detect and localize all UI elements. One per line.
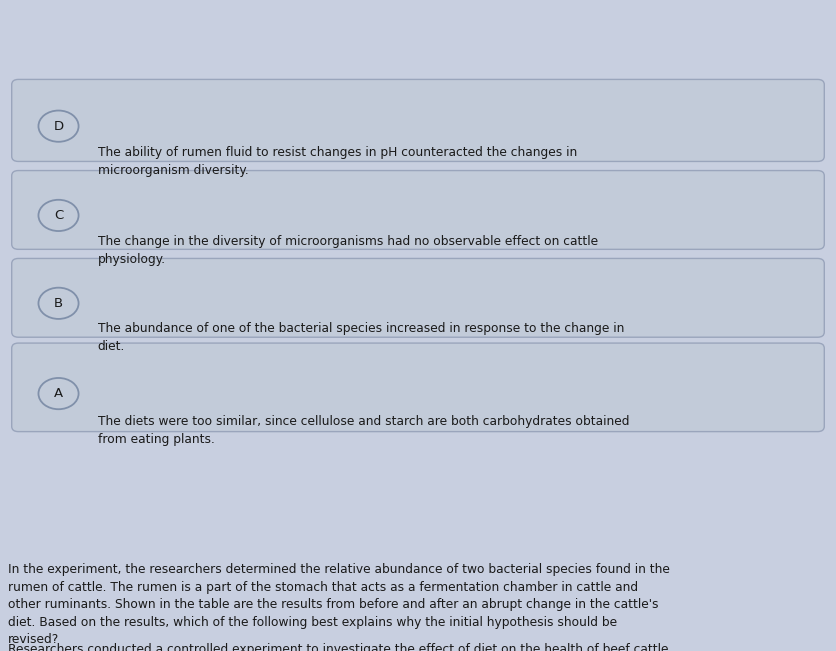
Text: A: A — [54, 387, 63, 400]
Text: D: D — [54, 120, 64, 133]
Text: C: C — [54, 209, 64, 222]
Text: The change in the diversity of microorganisms had no observable effect on cattle: The change in the diversity of microorga… — [98, 234, 598, 266]
Text: Researchers conducted a controlled experiment to investigate the effect of diet : Researchers conducted a controlled exper… — [8, 643, 673, 651]
FancyBboxPatch shape — [12, 258, 824, 337]
FancyBboxPatch shape — [12, 343, 824, 432]
Circle shape — [38, 288, 79, 319]
Text: The diets were too similar, since cellulose and starch are both carbohydrates ob: The diets were too similar, since cellul… — [98, 415, 630, 447]
Circle shape — [38, 378, 79, 409]
FancyBboxPatch shape — [12, 79, 824, 161]
Text: The ability of rumen fluid to resist changes in pH counteracted the changes in
m: The ability of rumen fluid to resist cha… — [98, 146, 577, 177]
Text: B: B — [54, 297, 63, 310]
Text: In the experiment, the researchers determined the relative abundance of two bact: In the experiment, the researchers deter… — [8, 563, 670, 646]
Text: The abundance of one of the bacterial species increased in response to the chang: The abundance of one of the bacterial sp… — [98, 322, 624, 353]
FancyBboxPatch shape — [12, 171, 824, 249]
Circle shape — [38, 200, 79, 231]
Circle shape — [38, 111, 79, 142]
